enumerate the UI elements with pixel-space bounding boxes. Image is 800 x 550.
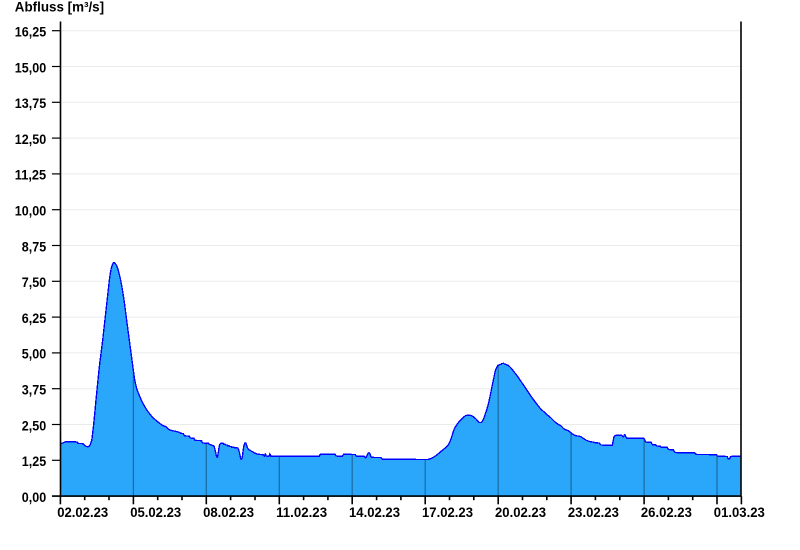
svg-text:11.02.23: 11.02.23 [276, 505, 327, 520]
svg-text:Abfluss [m³/s]: Abfluss [m³/s] [15, 0, 104, 15]
svg-text:1,25: 1,25 [22, 454, 47, 469]
svg-text:01.03.23: 01.03.23 [714, 505, 765, 520]
svg-text:20.02.23: 20.02.23 [495, 505, 546, 520]
svg-text:11,25: 11,25 [15, 168, 47, 183]
svg-text:7,50: 7,50 [22, 275, 46, 290]
svg-text:5,00: 5,00 [22, 347, 46, 362]
svg-text:10,00: 10,00 [15, 204, 46, 219]
svg-text:6,25: 6,25 [22, 311, 47, 326]
svg-text:2,50: 2,50 [22, 418, 46, 433]
svg-text:16,25: 16,25 [15, 25, 47, 40]
svg-text:15,00: 15,00 [15, 60, 46, 75]
svg-text:23.02.23: 23.02.23 [568, 505, 619, 520]
svg-text:14.02.23: 14.02.23 [349, 505, 400, 520]
svg-text:13,75: 13,75 [15, 96, 47, 111]
svg-text:26.02.23: 26.02.23 [641, 505, 692, 520]
svg-text:02.02.23: 02.02.23 [57, 505, 108, 520]
svg-text:3,75: 3,75 [22, 383, 47, 398]
svg-text:8,75: 8,75 [22, 239, 47, 254]
svg-text:0,00: 0,00 [22, 490, 46, 505]
svg-text:12,50: 12,50 [15, 132, 46, 147]
svg-text:08.02.23: 08.02.23 [203, 505, 254, 520]
svg-text:05.02.23: 05.02.23 [130, 505, 181, 520]
svg-text:17.02.23: 17.02.23 [422, 505, 473, 520]
